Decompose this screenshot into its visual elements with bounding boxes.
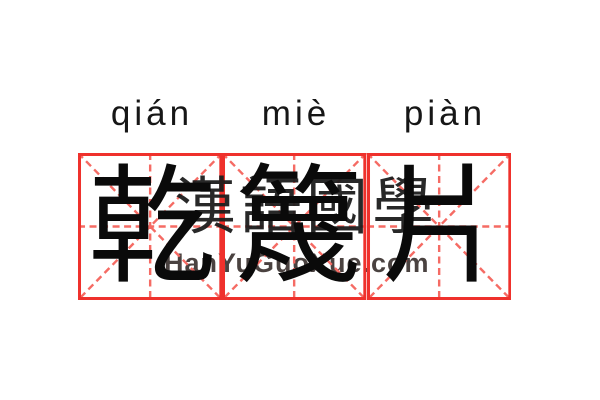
- watermark-hanzi-text: 漢語國學: [174, 170, 439, 243]
- grid-guides-icon: [78, 153, 223, 300]
- watermark-site-url: HanYuGuoXue.com: [164, 248, 430, 278]
- pinyin-syllable-2: miè: [261, 94, 331, 133]
- hanzi-character-2: 篾: [233, 153, 363, 302]
- grid-guides-icon: [366, 153, 511, 300]
- pinyin-syllable-3: piàn: [403, 94, 487, 133]
- grid-box-3: [366, 153, 511, 300]
- pinyin-syllable-1: qián: [110, 94, 194, 133]
- grid-guides-icon: [222, 153, 367, 300]
- hanzi-character-1: 乾: [87, 153, 217, 302]
- grid-box-1: [78, 153, 223, 300]
- hanzi-character-3: 片: [377, 153, 507, 302]
- grid-box-2: [222, 153, 367, 300]
- mi-zi-ge-grid: [78, 153, 511, 300]
